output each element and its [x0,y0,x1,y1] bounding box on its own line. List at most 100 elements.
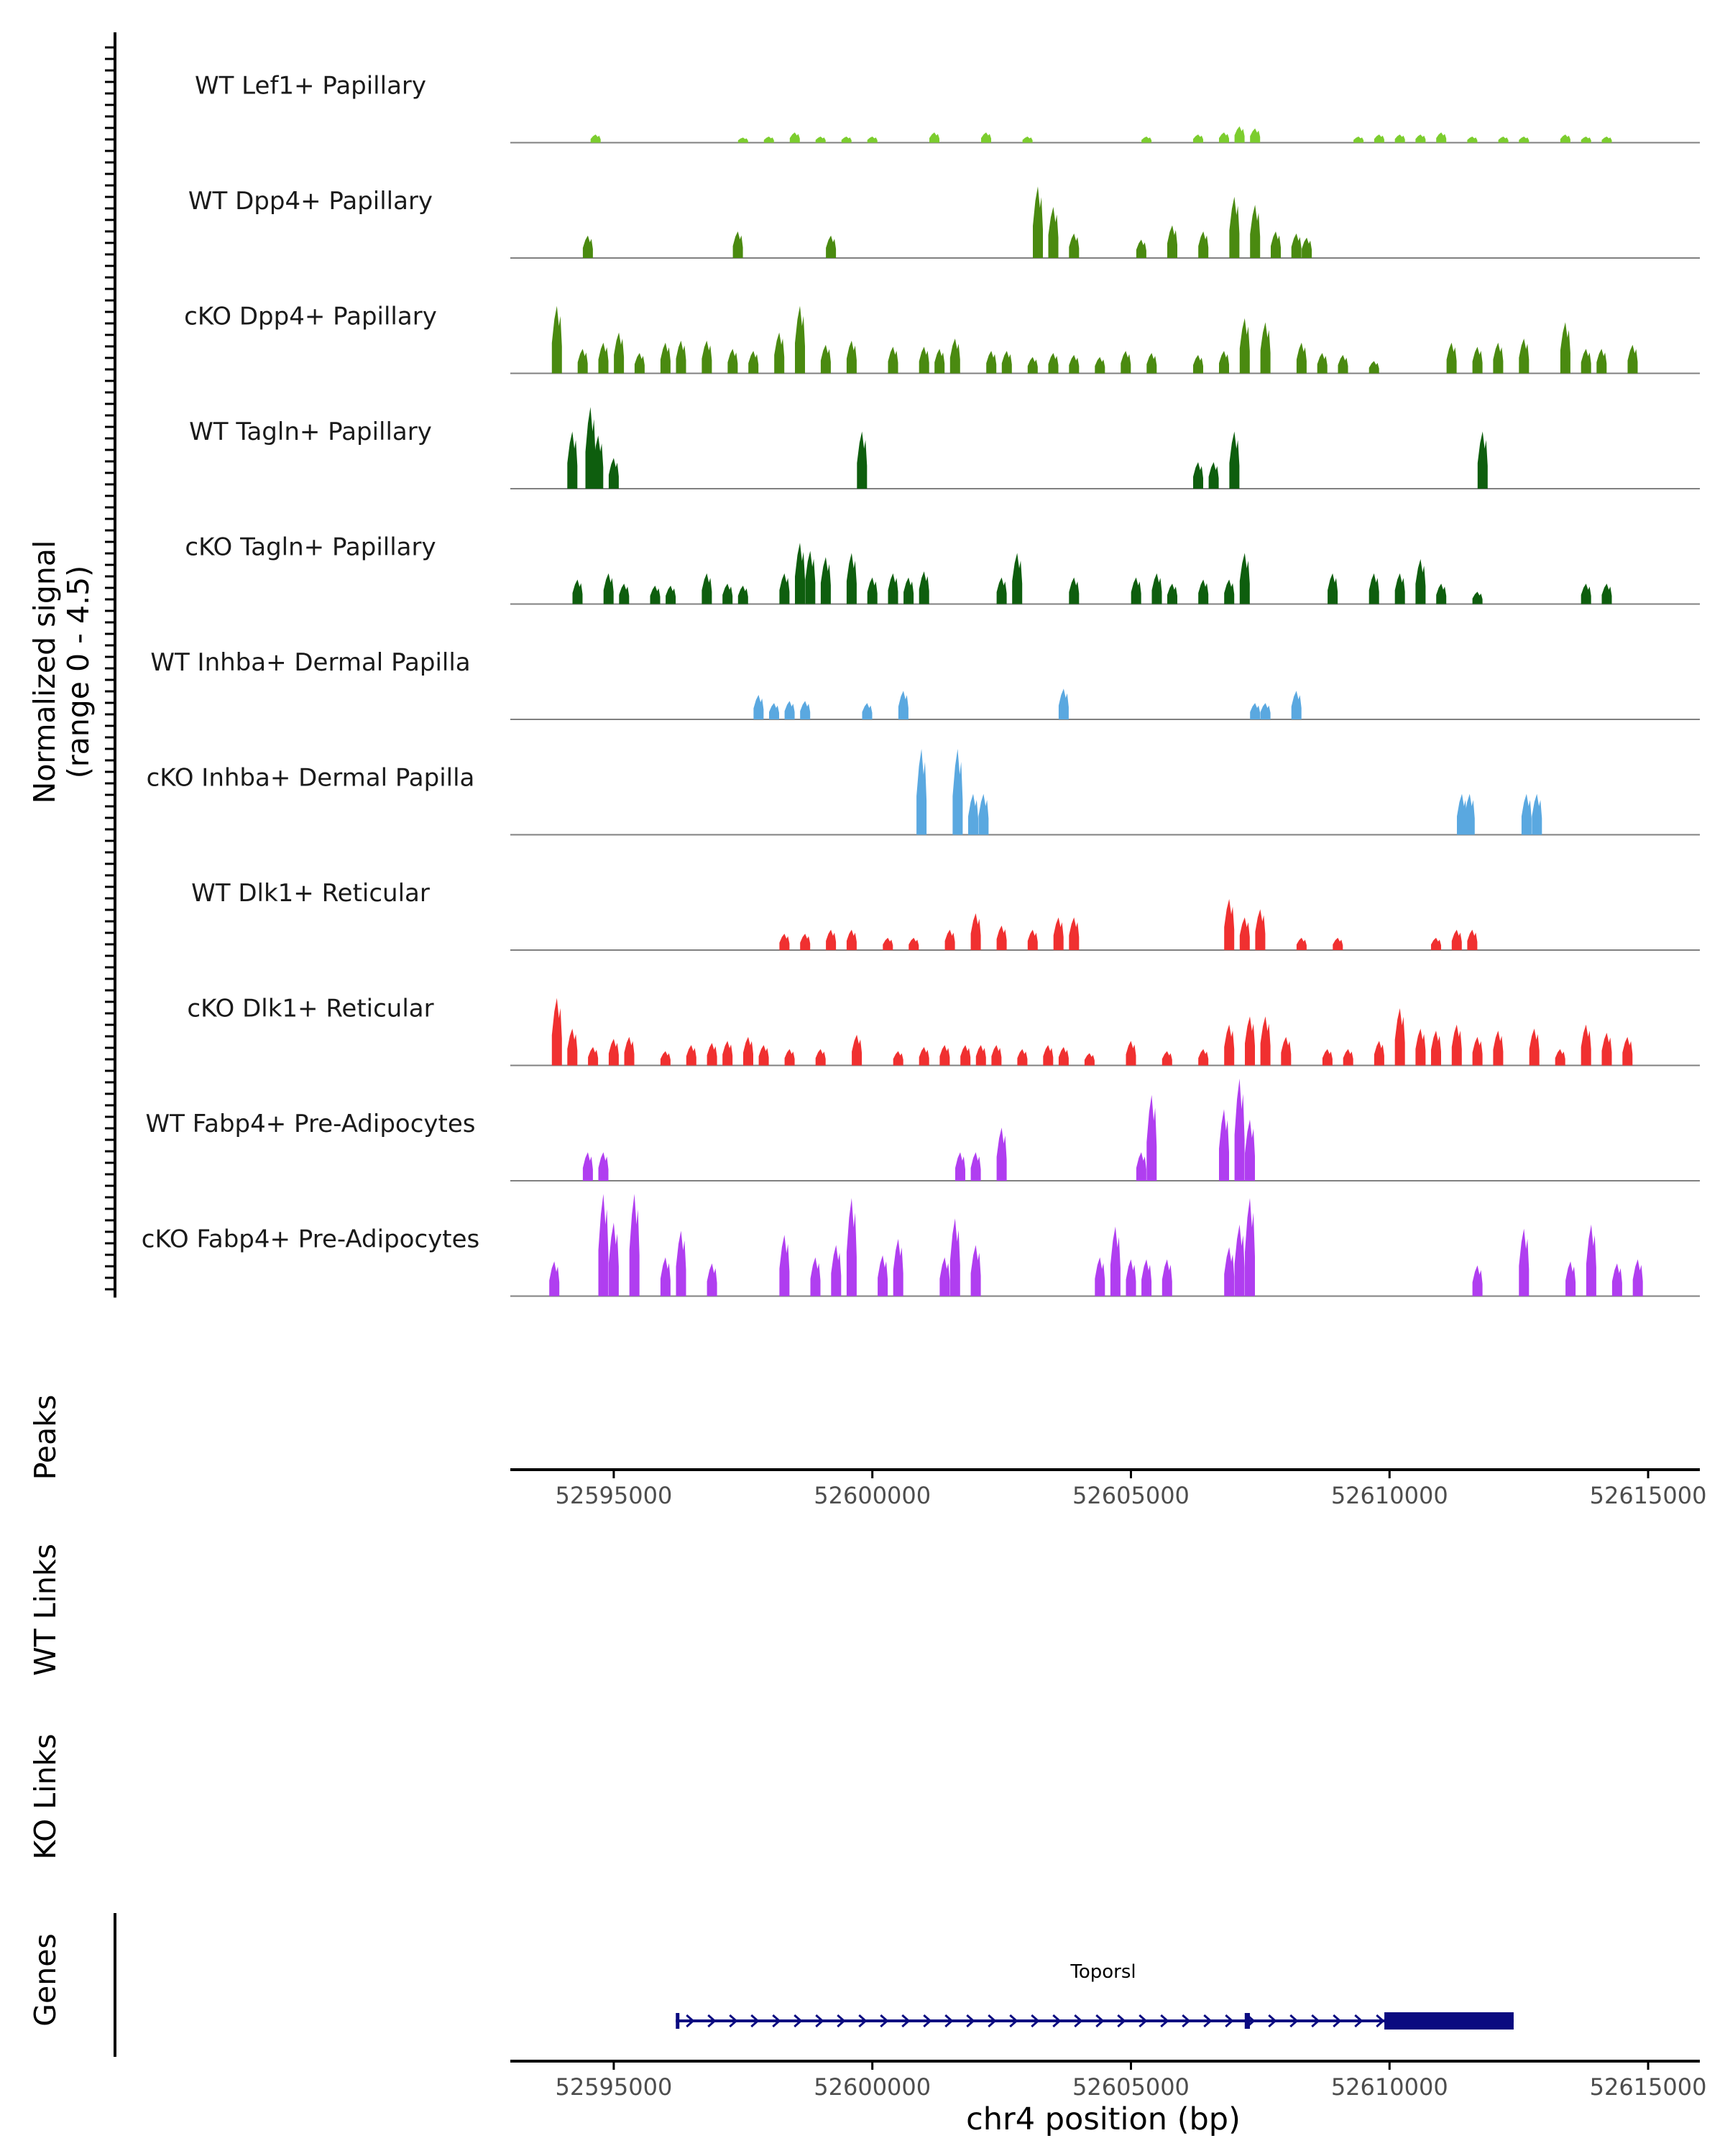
signal-peak [1586,1224,1596,1296]
signal-peak [1493,342,1504,374]
strand-arrow [1311,2014,1320,2028]
strand-arrow [794,2014,803,2028]
signal-peak [1048,206,1059,258]
signal-peak [1017,1049,1028,1066]
signal-peak [1581,1024,1591,1066]
signal-peak [1126,1041,1136,1066]
signal-peak [1322,1049,1333,1066]
signal-peak [1219,351,1229,374]
signal-peak [1343,1049,1353,1066]
strand-arrow [1268,2014,1277,2028]
signal-peak [676,341,686,374]
strand-arrow [1203,2014,1213,2028]
ko-links-panel-label: KO Links [28,1733,63,1859]
signal-peak [1027,929,1038,950]
signal-peak [1581,584,1591,604]
signal-peak [862,703,873,719]
signal-peak [727,349,738,374]
signal-peak [795,543,805,604]
track-label: cKO Inhba+ Dermal Papilla [147,764,475,793]
strand-arrow [966,2014,975,2028]
strand-arrow [901,2014,911,2028]
signal-peak [826,235,837,258]
signal-peak [1260,1016,1271,1066]
track-label: cKO Tagln+ Papillary [185,533,436,562]
signal-peak [650,585,661,604]
signal-peak [1498,137,1509,143]
strand-arrow [858,2014,868,2028]
signal-peak [960,1045,971,1066]
signal-peak [748,351,759,374]
gene-exon [1384,2012,1514,2030]
strand-arrow [1182,2014,1191,2028]
signal-peak [779,573,790,604]
x-tick-label: 52600000 [814,2073,931,2101]
signal-peak [852,1034,862,1066]
gene-label: Toporsl [1070,1961,1136,1983]
gene-exon [1244,2013,1250,2029]
signal-peak [1069,233,1080,258]
signal-peak [619,584,630,604]
signal-peak [1069,577,1080,604]
strand-arrow [1074,2014,1083,2028]
signal-peak [970,913,981,950]
signal-peak [1296,342,1307,374]
signal-peak [1611,1263,1622,1296]
strand-arrow [988,2014,997,2028]
signal-peak [1193,462,1203,489]
strand-arrow [837,2014,846,2028]
signal-peak [1394,134,1405,143]
signal-peak [769,703,779,719]
signal-peak [608,458,619,489]
signal-peak [1436,132,1447,143]
wt-links-panel-label: WT Links [28,1544,63,1676]
y-axis-label: Normalized signal [27,540,62,804]
strand-arrow [1138,2014,1148,2028]
signal-peak [1632,1259,1643,1296]
signal-peak [1328,573,1338,604]
signal-peak [1229,431,1240,489]
signal-peak [919,1046,929,1066]
signal-peak [1084,1053,1095,1066]
signal-peak [737,137,748,143]
signal-peak [949,338,960,374]
signal-peak [1467,929,1478,950]
x-tick-label: 52605000 [1072,2073,1190,2101]
signal-peak [1302,237,1312,258]
signal-peak [660,1257,671,1296]
signal-peak [1601,584,1612,604]
track: WT Fabp4+ Pre-Adipocytes [146,1078,1700,1181]
signal-peak [1519,137,1530,143]
signal-peak [841,137,852,143]
signal-peak [919,346,929,374]
signal-peak [1565,1261,1576,1296]
signal-peak [846,341,857,374]
signal-peak [1012,553,1023,604]
strand-arrow [1225,2014,1234,2028]
signal-peak [1095,356,1105,374]
track: cKO Inhba+ Dermal Papilla [147,749,1700,836]
signal-peak [1069,917,1080,950]
signal-peak [996,925,1007,950]
signal-peak [857,431,868,489]
signal-peak [916,749,927,835]
signal-peak [1022,137,1033,143]
signal-peak [1555,1049,1565,1066]
signal-peak [1136,239,1146,258]
track-label: WT Lef1+ Papillary [195,72,426,101]
signal-peak [1255,909,1266,950]
signal-peak [722,584,733,604]
signal-peak [1271,231,1281,258]
strand-arrow [880,2014,889,2028]
genes-x-axis: 52595000 52600000 52605000 52610000 52615000 [510,2060,1706,2101]
strand-arrow [1009,2014,1018,2028]
signal-peak [784,1049,795,1066]
signal-peak [867,577,878,604]
strand-arrow [923,2014,932,2028]
track-label: cKO Dlk1+ Reticular [187,995,433,1023]
signal-peak [800,934,811,950]
signal-peak [800,701,811,719]
signal-peak [779,1235,790,1296]
signal-peak [1296,937,1307,950]
signal-peak [981,132,991,143]
